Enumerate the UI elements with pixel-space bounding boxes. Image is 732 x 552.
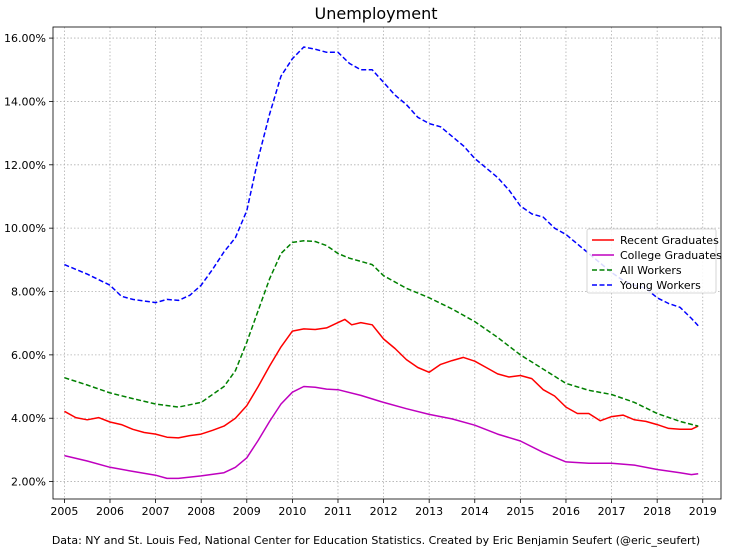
plot-frame [52, 26, 722, 500]
y-tick-label: 14.00% [4, 95, 46, 108]
series-line-all-workers [64, 240, 699, 427]
legend-label: Young Workers [619, 279, 701, 292]
x-tick-label: 2013 [415, 505, 443, 518]
y-tick-label: 2.00% [11, 476, 46, 489]
x-tick-label: 2011 [324, 505, 352, 518]
y-tick-label: 10.00% [4, 222, 46, 235]
chart-title: Unemployment [315, 4, 438, 23]
x-tick-label: 2017 [598, 505, 626, 518]
x-axis: 2005 2006 2007 2008 2009 2010 2011 2012 2013 2014… [50, 499, 717, 518]
y-tick-label: 4.00% [11, 412, 46, 425]
x-tick-label: 2018 [643, 505, 671, 518]
series-line-college-graduates [64, 385, 699, 480]
series-line-recent-graduates [64, 318, 699, 439]
legend-label: Recent Graduates [620, 234, 719, 247]
y-tick-label: 8.00% [11, 286, 46, 299]
x-tick-label: 2006 [96, 505, 124, 518]
y-tick-label: 6.00% [11, 349, 46, 362]
x-tick-label: 2008 [187, 505, 215, 518]
x-tick-label: 2009 [233, 505, 261, 518]
x-tick-label: 2005 [50, 505, 78, 518]
x-tick-label: 2010 [278, 505, 306, 518]
x-tick-label: 2019 [689, 505, 717, 518]
x-tick-label: 2007 [142, 505, 170, 518]
legend-label: All Workers [620, 264, 682, 277]
y-tick-label: 12.00% [4, 159, 46, 172]
legend-label: College Graduates [620, 249, 722, 262]
x-tick-label: 2012 [370, 505, 398, 518]
series-lines [64, 46, 699, 480]
x-tick-label: 2015 [506, 505, 534, 518]
y-tick-label: 16.00% [4, 32, 46, 45]
series-line-young-workers [64, 46, 699, 327]
y-axis: 2.00% 4.00% 6.00% 8.00% 10.00% 12.00% 14.00% 16… [4, 32, 53, 489]
x-tick-label: 2014 [461, 505, 489, 518]
chart-caption: Data: NY and St. Louis Fed, National Cen… [52, 534, 700, 547]
legend: Recent Graduates College Graduates All Wor… [586, 228, 722, 294]
x-tick-label: 2016 [552, 505, 580, 518]
legend-box [586, 228, 717, 294]
